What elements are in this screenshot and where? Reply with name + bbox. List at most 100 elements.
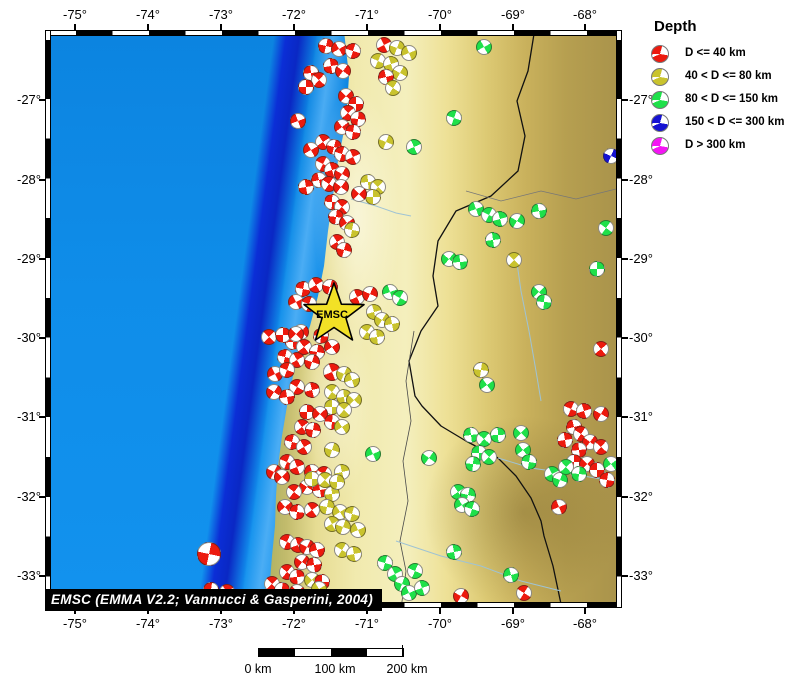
scale-bar-segments <box>258 648 404 657</box>
focal-mechanism <box>336 242 352 258</box>
lat-tick-label: -27° <box>17 92 41 107</box>
legend-title: Depth <box>654 18 697 35</box>
focal-mechanism <box>324 339 340 355</box>
scale-bar-segment <box>259 649 295 656</box>
lat-tick-label: -33° <box>17 568 41 583</box>
focal-mechanism <box>421 450 437 466</box>
focal-mechanism <box>407 563 423 579</box>
lon-tick-label: -69° <box>501 616 525 631</box>
lon-tick-label: -69° <box>501 7 525 22</box>
tick-mark <box>366 24 368 30</box>
lat-tick-label: -30° <box>629 330 653 345</box>
focal-mechanism <box>306 557 322 573</box>
focal-mechanism <box>509 213 525 229</box>
legend-item: 150 < D <= 300 km <box>648 112 810 135</box>
focal-mechanism <box>309 542 325 558</box>
scale-bar-label: 0 km <box>244 662 272 676</box>
tick-mark <box>512 24 514 30</box>
tick-mark <box>39 575 45 577</box>
focal-mechanism <box>289 569 305 585</box>
focal-mechanism <box>551 499 567 515</box>
map-frame-left <box>45 30 51 608</box>
lon-tick-label: -72° <box>282 616 306 631</box>
lat-tick-label: -27° <box>629 92 653 107</box>
river-4 <box>515 255 542 402</box>
map-caption: EMSC (EMMA V2.2; Vannucci & Gasperini, 2… <box>45 589 383 611</box>
lon-tick-label: -71° <box>355 7 379 22</box>
focal-mechanism <box>571 466 587 482</box>
depth-class-ball-icon <box>651 91 669 109</box>
tick-mark <box>622 575 628 577</box>
focal-mechanism <box>289 459 305 475</box>
lon-tick-label: -73° <box>209 7 233 22</box>
lon-tick-label: -68° <box>573 616 597 631</box>
focal-mechanism <box>401 45 417 61</box>
focal-mechanism <box>392 290 408 306</box>
river-3 <box>395 540 562 592</box>
regional-border-line <box>399 330 415 607</box>
focal-mechanism <box>322 279 338 295</box>
tick-mark <box>622 337 628 339</box>
tick-mark <box>439 608 441 614</box>
lon-tick-label: -75° <box>63 7 87 22</box>
lon-tick-label: -74° <box>136 616 160 631</box>
legend-item: 40 < D <= 80 km <box>648 66 810 89</box>
lat-tick-label: -31° <box>17 409 41 424</box>
focal-mechanism <box>350 522 366 538</box>
focal-mechanism <box>365 446 381 462</box>
focal-mechanism <box>311 72 327 88</box>
focal-mechanism <box>536 294 552 310</box>
focal-mechanism <box>492 211 508 227</box>
lat-tick-label: -31° <box>629 409 653 424</box>
focal-mechanism <box>279 362 295 378</box>
focal-mechanism <box>593 439 609 455</box>
lon-tick-label: -68° <box>573 7 597 22</box>
tick-mark <box>366 608 368 614</box>
focal-mechanism <box>335 63 351 79</box>
legend-item-label: 150 < D <= 300 km <box>685 116 785 128</box>
tick-mark <box>147 608 149 614</box>
depth-legend: Depth D <= 40 km 40 < D <= 80 km 80 < D <=… <box>648 18 810 158</box>
lon-tick-label: -71° <box>355 616 379 631</box>
focal-mechanism <box>345 43 361 59</box>
focal-mechanism <box>197 542 221 566</box>
tick-mark <box>39 337 45 339</box>
focal-mechanism <box>516 585 532 601</box>
focal-mechanism <box>346 546 362 562</box>
focal-mechanism <box>329 474 345 490</box>
focal-mechanism <box>406 139 422 155</box>
focal-mechanism <box>490 427 506 443</box>
focal-mechanism <box>531 203 547 219</box>
focal-mechanism <box>392 65 408 81</box>
focal-mechanism <box>521 454 537 470</box>
tick-mark <box>584 608 586 614</box>
focal-mechanism <box>513 425 529 441</box>
focal-mechanism <box>344 506 360 522</box>
focal-mechanism <box>298 79 314 95</box>
scale-bar-end-tick <box>402 645 403 657</box>
focal-mechanism <box>344 372 360 388</box>
scale-bar-segment <box>331 649 367 656</box>
focal-mechanism <box>365 189 381 205</box>
lat-tick-label: -29° <box>17 251 41 266</box>
focal-mechanism <box>593 406 609 422</box>
lat-tick-label: -28° <box>629 172 653 187</box>
focal-mechanism <box>303 142 319 158</box>
scale-bar-label: 100 km <box>314 662 356 676</box>
focal-mechanism <box>296 439 312 455</box>
focal-mechanism <box>333 179 349 195</box>
focal-mechanism <box>289 504 305 520</box>
map-frame-right <box>616 30 622 608</box>
focal-mechanism <box>481 449 497 465</box>
focal-mechanism <box>589 261 605 277</box>
tick-mark <box>622 496 628 498</box>
lat-tick-label: -32° <box>629 489 653 504</box>
scale-bar-segment <box>367 649 403 656</box>
tick-mark <box>39 99 45 101</box>
focal-mechanism <box>384 316 400 332</box>
focal-mechanism <box>336 402 352 418</box>
focal-mechanism <box>385 80 401 96</box>
depth-class-ball-icon <box>651 114 669 132</box>
tick-mark <box>39 258 45 260</box>
focal-mechanism <box>345 124 361 140</box>
